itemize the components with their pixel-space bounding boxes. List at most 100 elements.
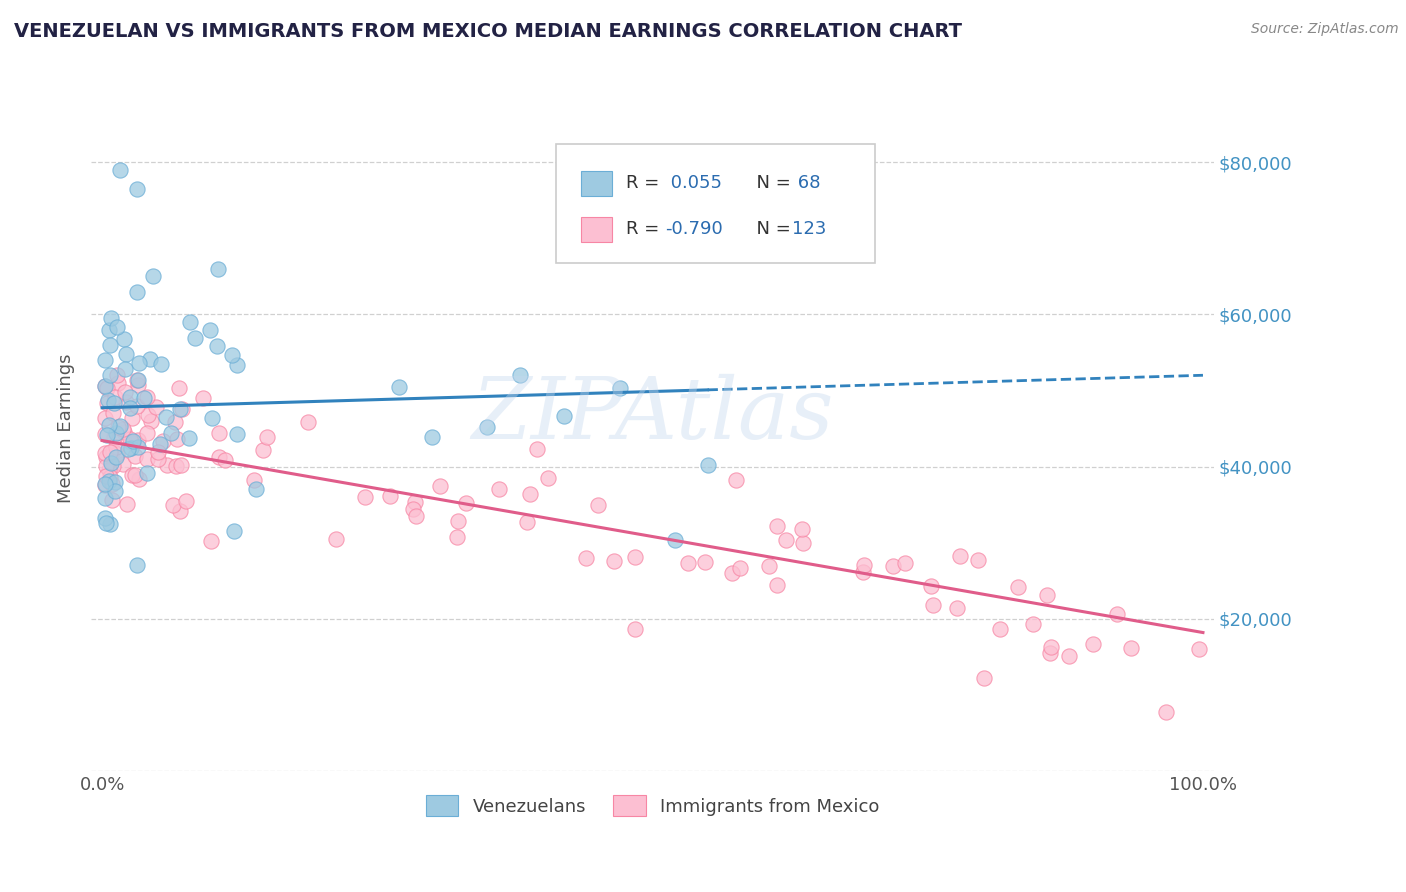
Venezuelans	[138, 351, 160, 366]
Venezuelans	[121, 434, 143, 448]
Immigrants from Mexico	[325, 532, 347, 546]
Immigrants from Mexico	[141, 414, 163, 428]
Immigrants from Mexico	[1039, 640, 1062, 655]
Venezuelans	[103, 396, 125, 410]
Immigrants from Mexico	[586, 498, 609, 512]
Immigrants from Mexico	[1154, 705, 1177, 719]
Immigrants from Mexico	[378, 489, 401, 503]
Text: R =: R =	[626, 174, 665, 192]
Venezuelans	[98, 516, 121, 531]
Venezuelans	[104, 475, 127, 489]
Venezuelans	[105, 450, 128, 464]
Venezuelans	[98, 417, 121, 432]
Venezuelans	[97, 474, 120, 488]
Venezuelans	[135, 467, 157, 481]
Venezuelans	[100, 311, 122, 326]
Immigrants from Mexico	[725, 474, 748, 488]
Venezuelans	[207, 261, 229, 276]
Immigrants from Mexico	[107, 368, 129, 383]
Immigrants from Mexico	[766, 578, 789, 592]
Immigrants from Mexico	[676, 556, 699, 570]
Text: VENEZUELAN VS IMMIGRANTS FROM MEXICO MEDIAN EARNINGS CORRELATION CHART: VENEZUELAN VS IMMIGRANTS FROM MEXICO MED…	[14, 22, 962, 41]
Immigrants from Mexico	[162, 498, 184, 512]
Immigrants from Mexico	[623, 622, 645, 636]
Immigrants from Mexico	[207, 425, 229, 440]
Immigrants from Mexico	[135, 390, 157, 404]
Venezuelans	[114, 346, 136, 360]
Venezuelans	[149, 437, 172, 451]
Venezuelans	[553, 409, 575, 424]
Venezuelans	[205, 338, 228, 352]
Immigrants from Mexico	[973, 672, 995, 686]
Immigrants from Mexico	[165, 459, 187, 474]
Immigrants from Mexico	[169, 504, 191, 518]
Immigrants from Mexico	[101, 476, 124, 491]
Venezuelans	[183, 331, 205, 345]
Venezuelans	[94, 516, 117, 530]
Immigrants from Mexico	[446, 530, 468, 544]
Immigrants from Mexico	[214, 452, 236, 467]
Legend: Venezuelans, Immigrants from Mexico: Venezuelans, Immigrants from Mexico	[419, 788, 887, 823]
Venezuelans	[224, 524, 246, 538]
Immigrants from Mexico	[488, 482, 510, 496]
Immigrants from Mexico	[519, 486, 541, 500]
Immigrants from Mexico	[882, 558, 904, 573]
Venezuelans	[127, 440, 149, 454]
Immigrants from Mexico	[852, 566, 875, 580]
Immigrants from Mexico	[990, 622, 1012, 636]
Venezuelans	[94, 491, 117, 505]
Immigrants from Mexico	[243, 473, 266, 487]
Venezuelans	[477, 420, 499, 434]
Immigrants from Mexico	[101, 406, 124, 420]
Immigrants from Mexico	[156, 458, 179, 472]
Venezuelans	[179, 315, 201, 329]
Immigrants from Mexico	[124, 449, 146, 463]
Venezuelans	[108, 418, 131, 433]
Text: N =: N =	[745, 174, 797, 192]
Venezuelans	[94, 352, 117, 367]
Venezuelans	[155, 410, 177, 425]
Immigrants from Mexico	[354, 490, 377, 504]
Immigrants from Mexico	[922, 598, 945, 612]
Immigrants from Mexico	[967, 552, 990, 566]
Venezuelans	[225, 426, 247, 441]
Immigrants from Mexico	[693, 555, 716, 569]
Venezuelans	[117, 442, 139, 457]
Venezuelans	[388, 380, 411, 394]
Immigrants from Mexico	[893, 556, 915, 570]
Immigrants from Mexico	[949, 549, 972, 564]
Immigrants from Mexico	[94, 446, 117, 460]
Venezuelans	[125, 182, 148, 196]
Immigrants from Mexico	[526, 442, 548, 457]
Immigrants from Mexico	[127, 433, 149, 447]
Immigrants from Mexico	[537, 471, 560, 485]
Immigrants from Mexico	[207, 450, 229, 464]
Immigrants from Mexico	[128, 472, 150, 486]
Immigrants from Mexico	[1035, 588, 1057, 602]
Immigrants from Mexico	[447, 514, 470, 528]
Immigrants from Mexico	[111, 422, 134, 436]
Text: -0.790: -0.790	[665, 220, 723, 238]
Immigrants from Mexico	[127, 400, 149, 414]
Immigrants from Mexico	[94, 379, 117, 393]
Immigrants from Mexico	[852, 558, 875, 572]
Immigrants from Mexico	[404, 495, 426, 509]
Venezuelans	[127, 285, 149, 299]
Venezuelans	[422, 429, 444, 443]
Venezuelans	[100, 456, 122, 470]
Immigrants from Mexico	[758, 559, 780, 574]
Immigrants from Mexico	[127, 378, 149, 392]
Immigrants from Mexico	[94, 411, 117, 425]
Text: 0.055: 0.055	[665, 174, 723, 192]
Venezuelans	[97, 393, 120, 408]
Text: ZIPAtlas: ZIPAtlas	[471, 374, 834, 456]
Immigrants from Mexico	[405, 509, 427, 524]
Immigrants from Mexico	[1188, 642, 1211, 657]
Immigrants from Mexico	[105, 447, 128, 461]
Immigrants from Mexico	[96, 450, 118, 464]
Immigrants from Mexico	[125, 374, 148, 388]
Venezuelans	[150, 358, 173, 372]
Immigrants from Mexico	[174, 494, 197, 508]
Immigrants from Mexico	[112, 457, 135, 471]
Immigrants from Mexico	[170, 458, 193, 473]
